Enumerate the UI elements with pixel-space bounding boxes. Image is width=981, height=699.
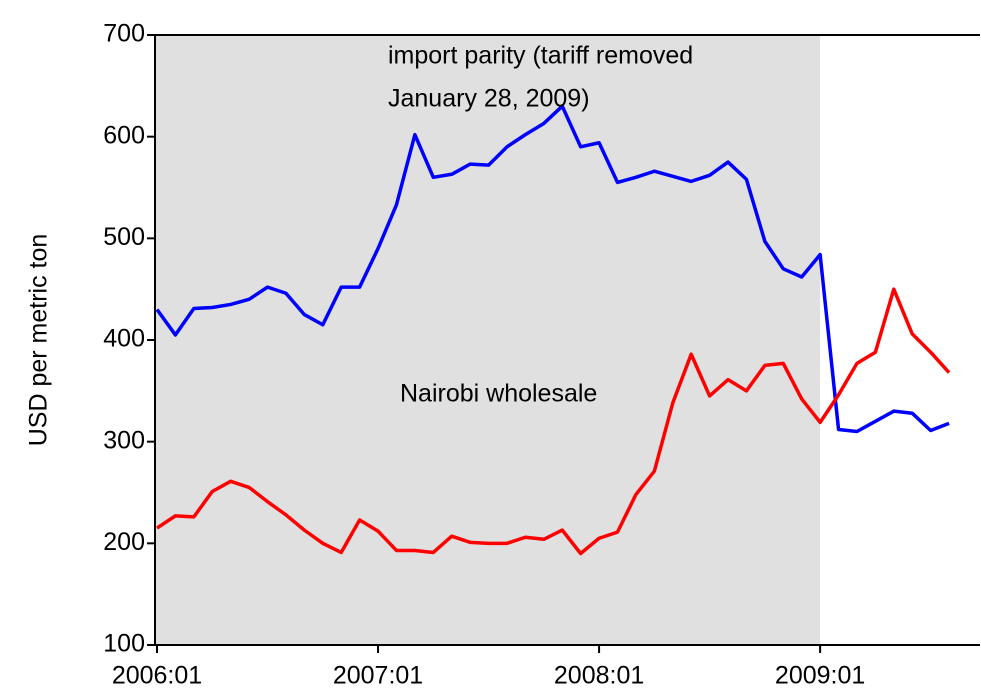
annotation: January 28, 2009) bbox=[388, 85, 590, 113]
y-tick-label: 400 bbox=[103, 325, 145, 353]
x-tick-label: 2009:01 bbox=[775, 662, 865, 690]
series-line bbox=[155, 104, 950, 434]
series-line bbox=[156, 287, 951, 556]
shaded-period bbox=[155, 35, 821, 645]
x-tick-label: 2007:01 bbox=[333, 662, 423, 690]
x-tick-label: 2008:01 bbox=[554, 662, 644, 690]
y-tick-label: 200 bbox=[103, 528, 145, 556]
y-tick-label: 300 bbox=[103, 426, 145, 454]
y-tick-label: 600 bbox=[103, 121, 145, 149]
y-tick-label: 500 bbox=[103, 223, 145, 251]
y-tick-label: 700 bbox=[103, 20, 145, 48]
x-tick-label: 2006:01 bbox=[112, 662, 202, 690]
annotation: import parity (tariff removed bbox=[388, 42, 693, 70]
y-axis-label: USD per metric ton bbox=[25, 234, 53, 447]
annotation: Nairobi wholesale bbox=[400, 380, 597, 408]
y-tick-label: 100 bbox=[103, 630, 145, 658]
